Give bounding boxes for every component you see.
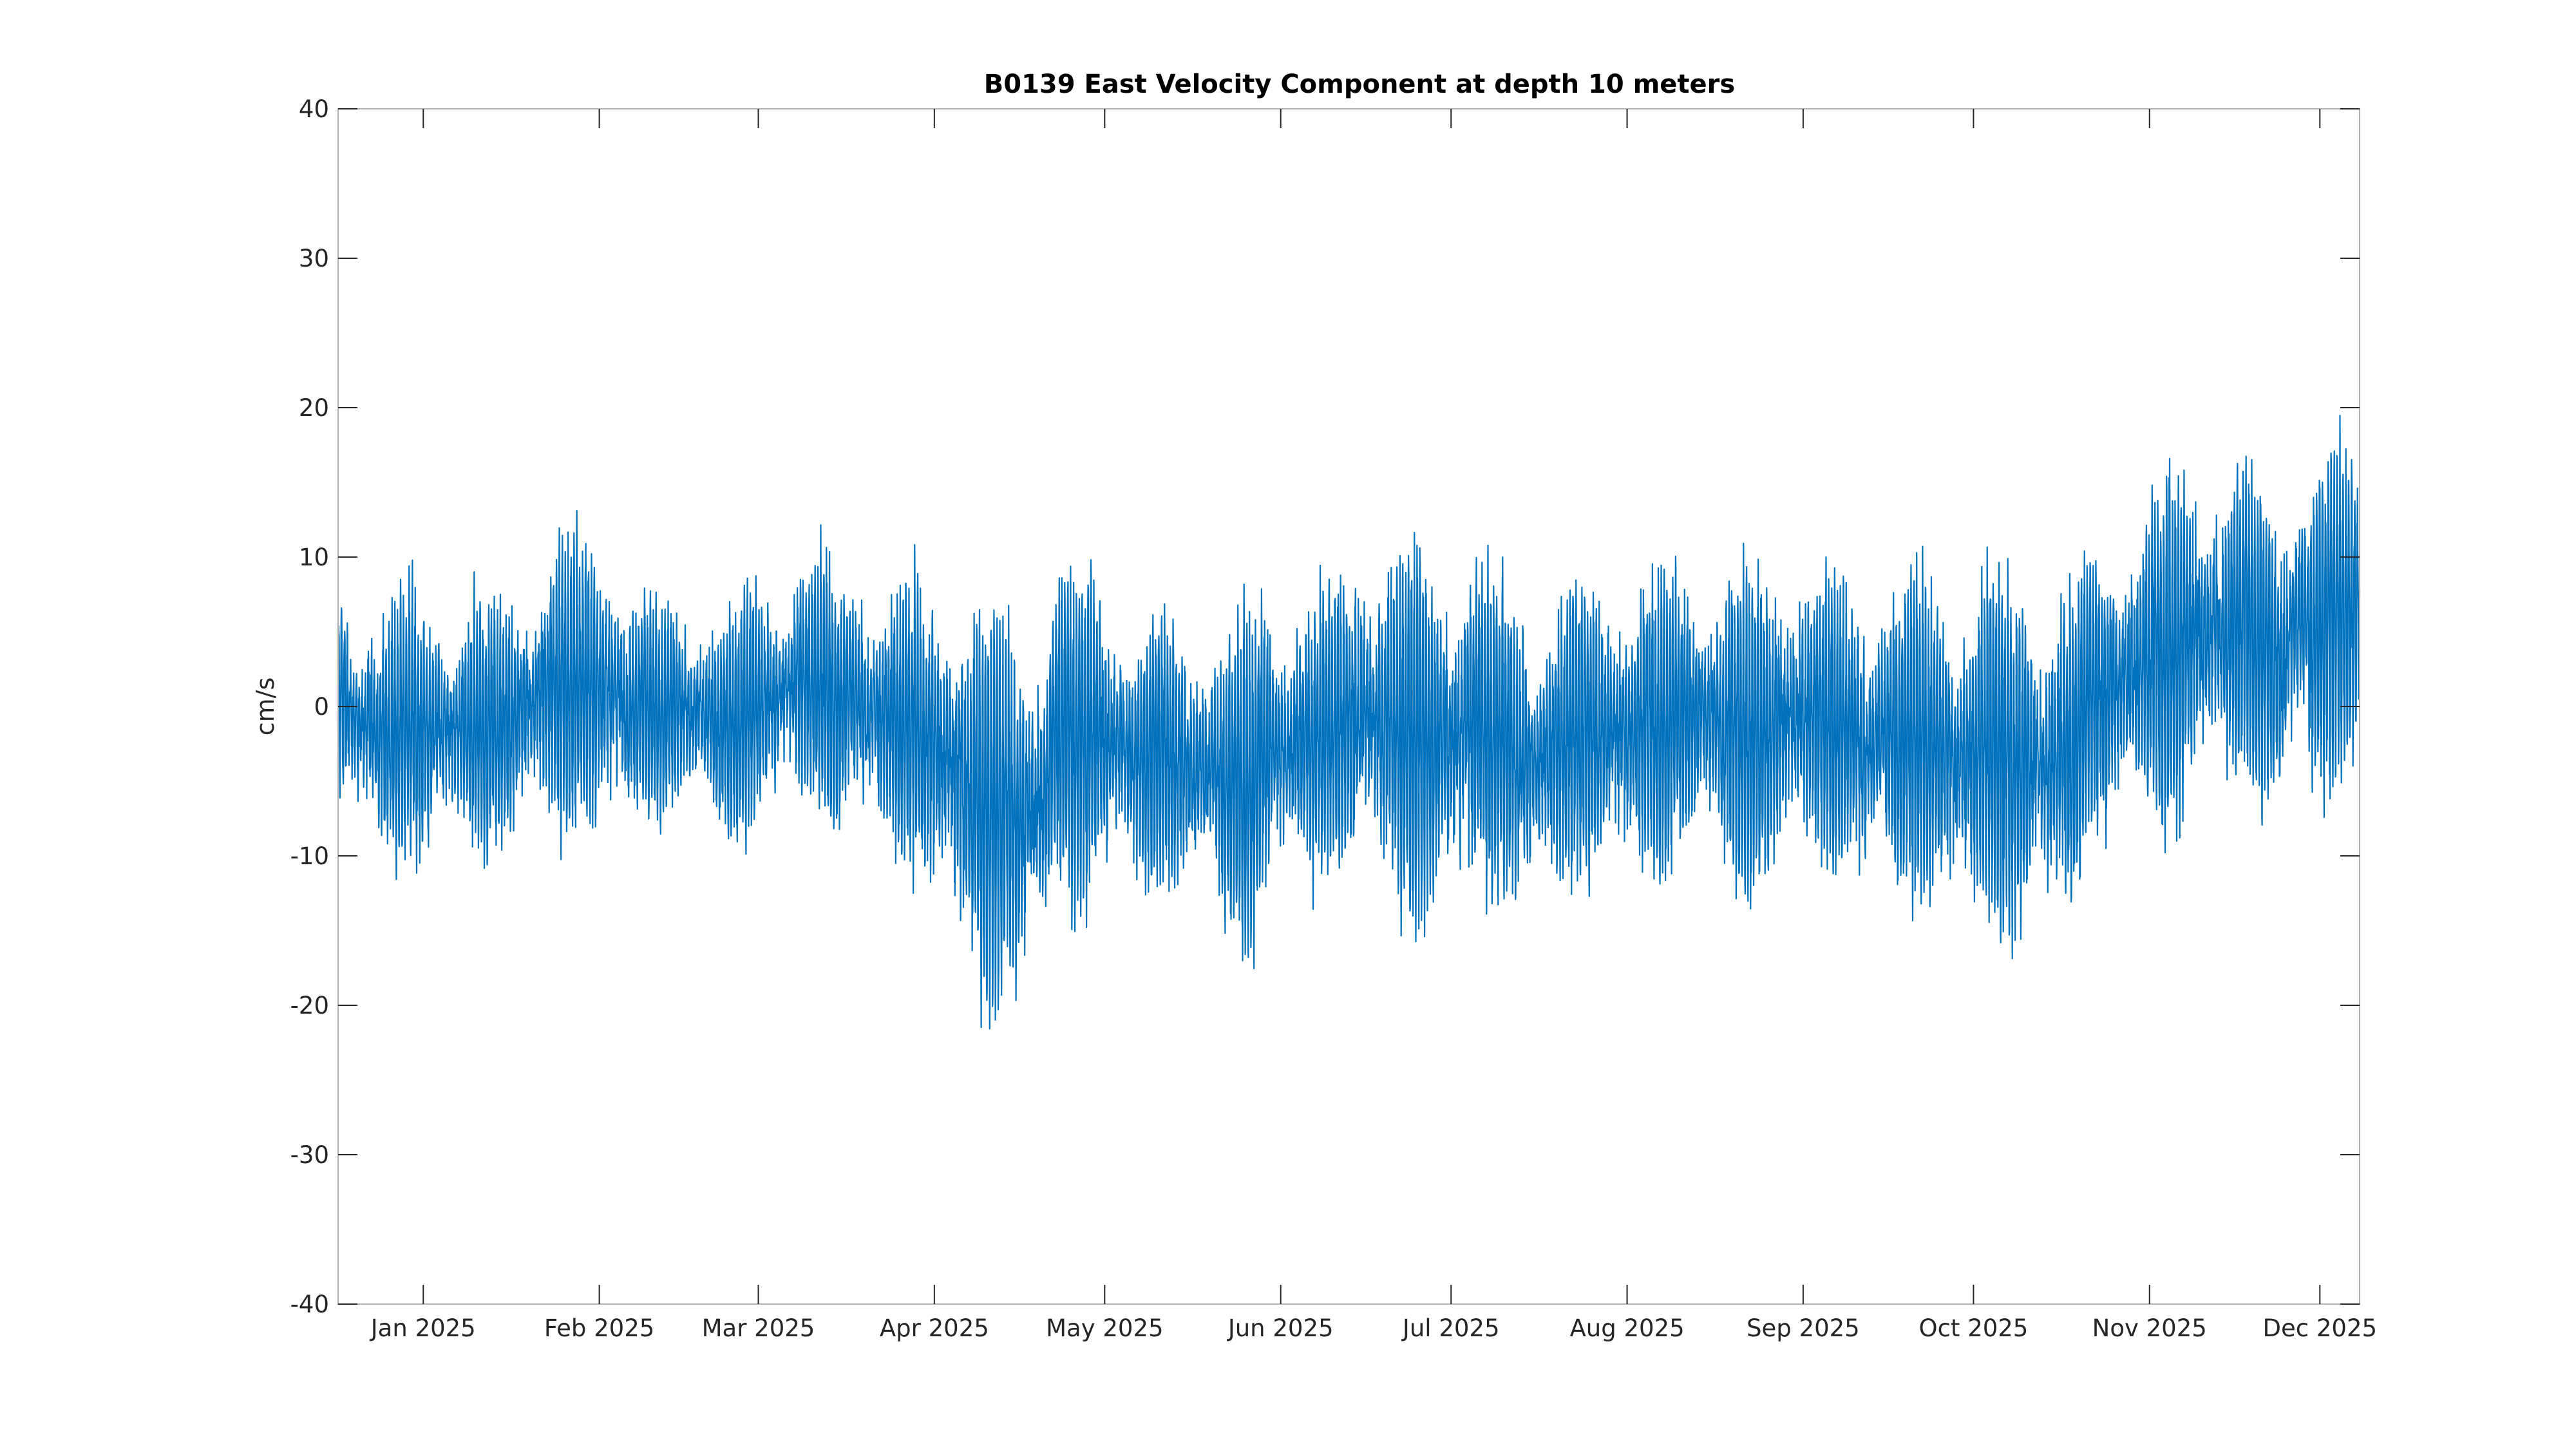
y-tick-label: 0 <box>314 693 329 721</box>
y-tick-label: -40 <box>290 1291 329 1318</box>
series-line <box>621 524 907 864</box>
ticks-layer: 40 30 20 10 0 -10 -20 -30 -40 Jan 2025 Feb 2025 Mar… <box>290 95 2377 1342</box>
y-tick-label: 40 <box>299 95 329 123</box>
series-line <box>337 509 623 880</box>
x-tick-label: Apr 2025 <box>880 1314 989 1342</box>
series-line <box>904 544 1190 1030</box>
y-tick-label: 20 <box>299 394 329 422</box>
x-tick-label: Jun 2025 <box>1227 1314 1334 1342</box>
x-tick-label: Dec 2025 <box>2263 1314 2378 1342</box>
y-tick-label: 30 <box>299 245 329 272</box>
x-tick-label: Oct 2025 <box>1918 1314 2028 1342</box>
y-tick-label: -20 <box>290 992 329 1019</box>
x-tick-label: Feb 2025 <box>544 1314 654 1342</box>
y-tick-label: -10 <box>290 842 329 870</box>
x-tick-label: Jan 2025 <box>370 1314 476 1342</box>
x-tick-label: Aug 2025 <box>1569 1314 1684 1342</box>
series-line <box>2039 455 2325 903</box>
x-tick-label: Mar 2025 <box>702 1314 815 1342</box>
y-tick-label: -30 <box>290 1141 329 1169</box>
series-line <box>1756 545 2041 960</box>
x-tick-label: Sep 2025 <box>1747 1314 1860 1342</box>
y-tick-label: 10 <box>299 544 329 571</box>
series-line <box>1472 542 1757 915</box>
x-tick-label: Jul 2025 <box>1401 1314 1500 1342</box>
chart-title: B0139 East Velocity Component at depth 1… <box>984 70 1735 99</box>
series-layer <box>337 415 2361 1030</box>
x-tick-label: May 2025 <box>1046 1314 1163 1342</box>
x-tick-label: Nov 2025 <box>2092 1314 2207 1342</box>
series-line <box>2323 415 2361 819</box>
y-axis-label: cm/s <box>251 677 279 736</box>
series-line <box>1188 531 1474 970</box>
